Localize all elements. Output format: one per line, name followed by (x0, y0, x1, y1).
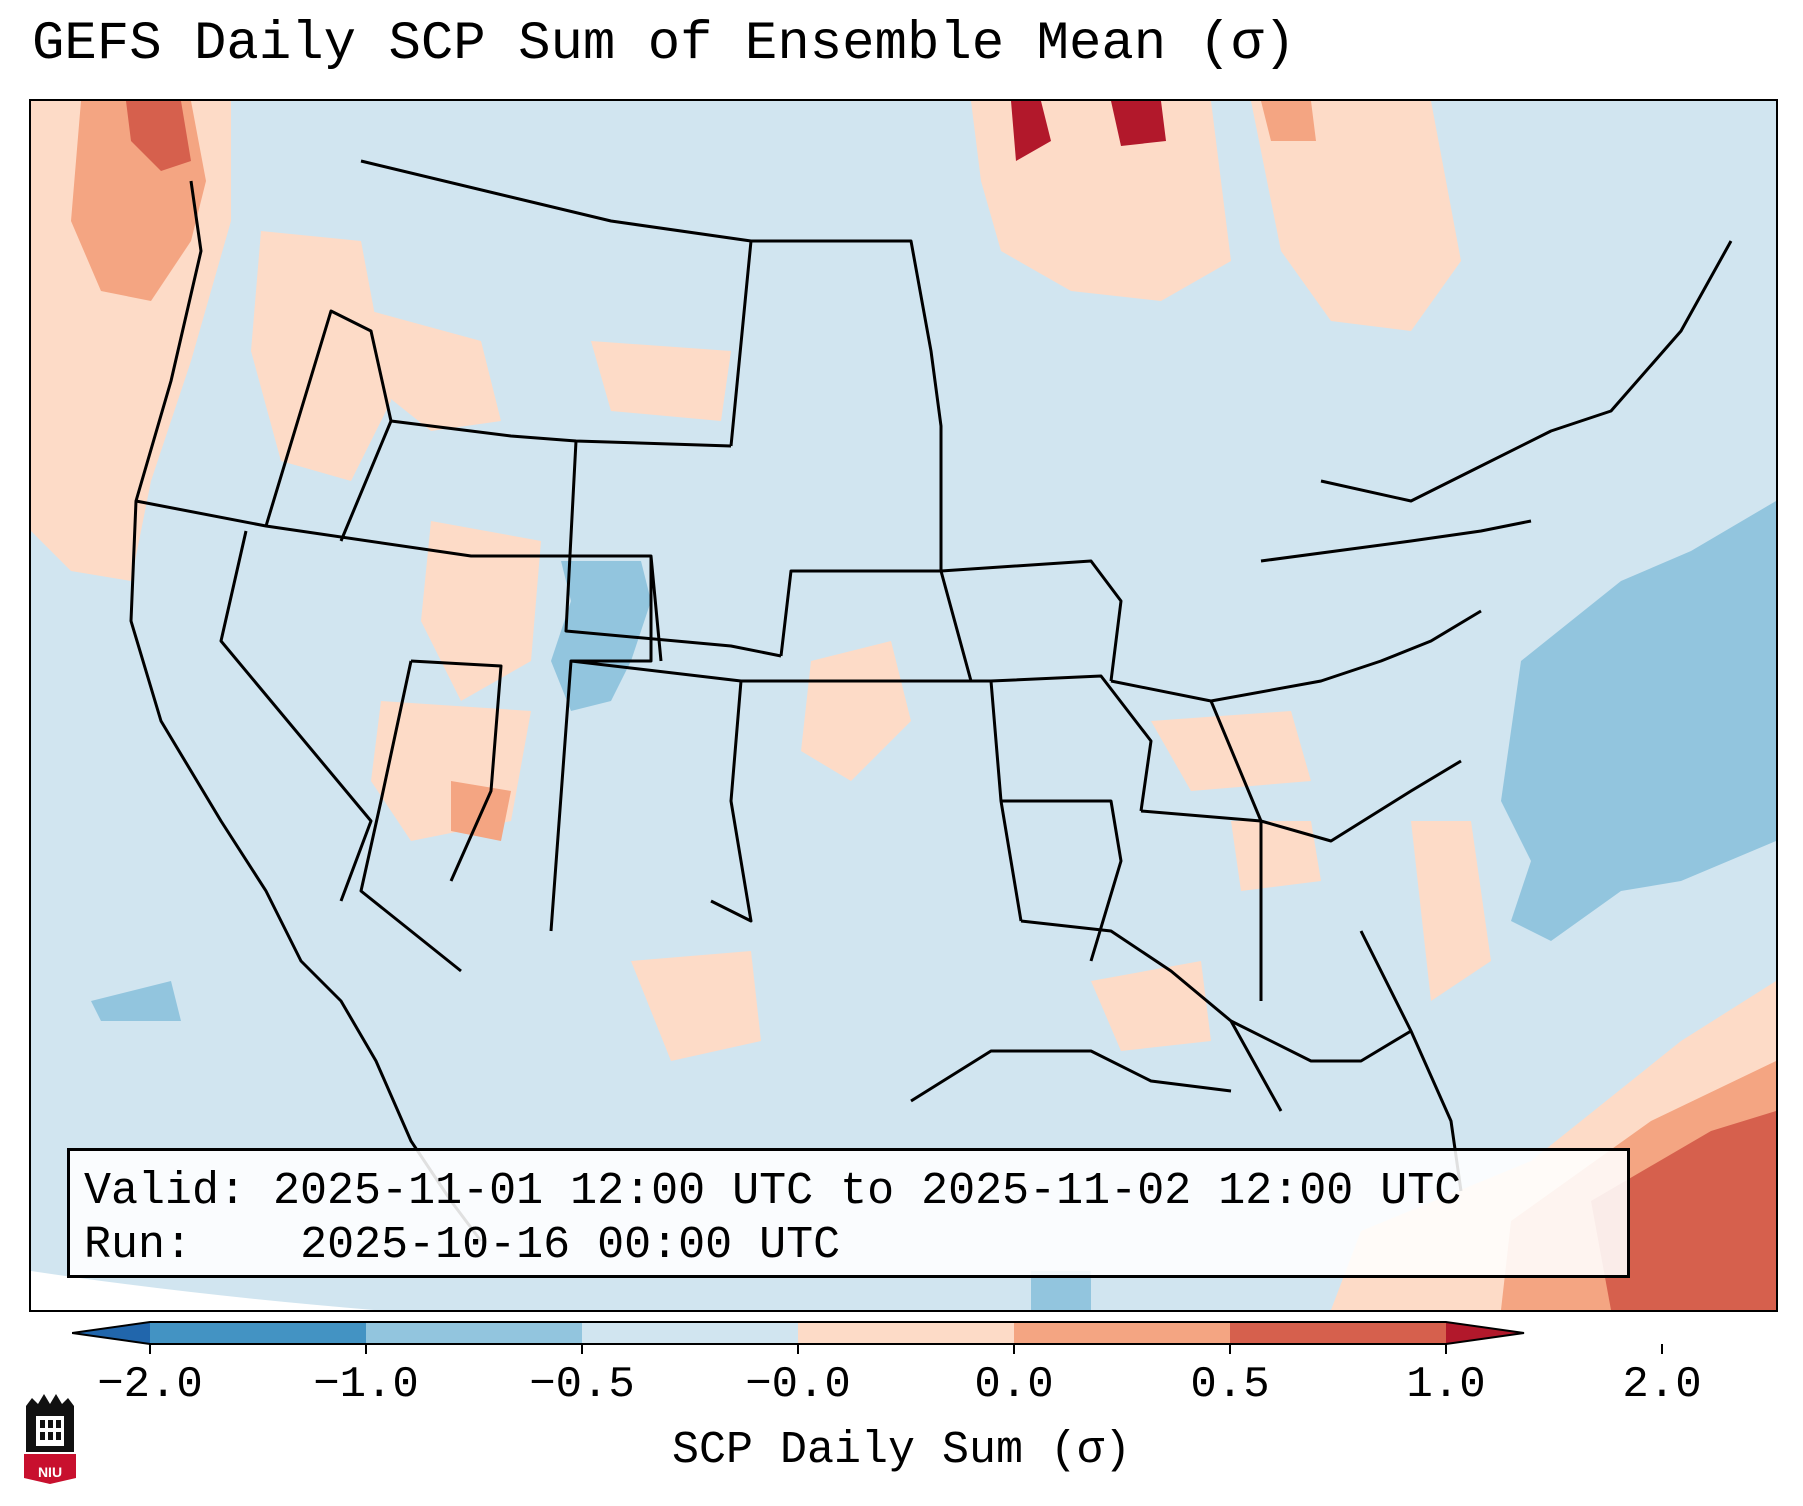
colorbar-segment (150, 1322, 366, 1344)
map-outside-domain (31, 1271, 374, 1310)
colorbar-segment (582, 1322, 798, 1344)
niu-logo: NIU (22, 1392, 78, 1484)
niu-logo-icon (24, 1394, 76, 1484)
valid-time-range: 2025-11-01 12:00 UTC to 2025-11-02 12:00… (273, 1166, 1462, 1217)
colorbar-label: SCP Daily Sum (σ) (671, 1425, 1132, 1476)
map-panel (29, 99, 1778, 1312)
page-title: GEFS Daily SCP Sum of Ensemble Mean (σ) (32, 14, 1296, 75)
valid-run-info-box: Valid: 2025-11-01 12:00 UTC to 2025-11-0… (67, 1148, 1630, 1278)
colorbar-tick-label: −1.0 (313, 1360, 419, 1410)
colorbar-extend-max (1446, 1322, 1524, 1344)
colorbar-tick-label: −0.0 (745, 1360, 851, 1410)
negative-anomaly-shading (91, 501, 1776, 1310)
run-time: 2025-10-16 00:00 UTC (300, 1220, 841, 1271)
map-canvas (31, 101, 1776, 1310)
colorbar-segment (1014, 1322, 1230, 1344)
colorbar-tick-label: 0.0 (974, 1360, 1054, 1410)
colorbar-segment (366, 1322, 582, 1344)
colorbar-tick-label: 0.5 (1190, 1360, 1270, 1410)
colorbar-tick-label: 2.0 (1622, 1360, 1702, 1410)
colorbar-tick-label: −0.5 (529, 1360, 635, 1410)
colorbar-tick-label: −2.0 (97, 1360, 203, 1410)
colorbar-segment (798, 1322, 1014, 1344)
colorbar-tick-label: 1.0 (1406, 1360, 1486, 1410)
colorbar-segment (1230, 1322, 1446, 1344)
colorbar (72, 1321, 1663, 1354)
logo-text: NIU (37, 1464, 63, 1480)
run-label: Run: (84, 1220, 193, 1271)
state-boundaries (129, 159, 1733, 1242)
valid-label: Valid: (84, 1166, 247, 1217)
colorbar-extend-min (72, 1322, 150, 1344)
positive-anomaly-shading (31, 101, 1776, 1310)
